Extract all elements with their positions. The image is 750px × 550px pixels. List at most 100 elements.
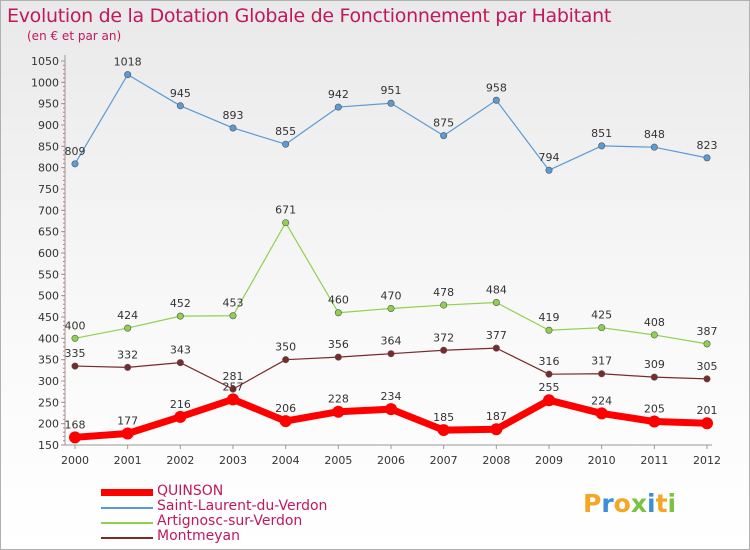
data-point [334,103,342,111]
data-point [176,359,184,367]
data-point [282,219,290,227]
data-point [229,124,237,132]
data-label: 205 [644,403,665,416]
data-label: 187 [486,410,507,423]
data-point [387,304,395,312]
data-label: 332 [117,348,138,361]
data-point [437,424,450,437]
data-point [332,405,345,418]
data-label: 387 [697,325,718,338]
data-point [334,353,342,361]
data-label: 460 [328,294,349,307]
data-label: 206 [275,402,296,415]
data-label: 875 [433,117,454,130]
data-label: 234 [381,390,402,403]
data-label: 356 [328,338,349,351]
data-label: 316 [539,355,560,368]
x-tick-label: 2005 [324,454,352,467]
brand-letter: t [655,489,668,518]
y-tick-label: 250 [38,396,59,409]
y-tick-label: 650 [38,226,59,239]
legend-swatch [101,522,153,524]
legend-label: Artignosc-sur-Verdon [157,513,303,529]
data-label: 794 [539,151,560,164]
brand-letter: r [601,489,614,518]
legend-label: Saint-Laurent-du-Verdon [157,498,328,514]
legend-swatch [101,507,153,509]
brand-letter: o [613,489,631,518]
data-point [598,324,606,332]
data-point [71,160,79,168]
data-point [124,71,132,79]
data-point [387,99,395,107]
data-label: 335 [65,347,86,360]
legend-label: Montmeyan [157,528,240,544]
data-label: 893 [223,109,244,122]
y-tick-label: 150 [38,439,59,452]
x-tick-label: 2012 [693,454,721,467]
legend-swatch [101,489,153,496]
data-point [440,132,448,140]
y-tick-label: 850 [38,140,59,153]
y-tick-label: 500 [38,290,59,303]
data-point [545,370,553,378]
brand-logo: Proxiti [583,489,676,518]
data-point [176,312,184,320]
y-tick-label: 700 [38,204,59,217]
data-label: 848 [644,128,665,141]
data-label: 257 [223,380,244,393]
data-label: 823 [697,139,718,152]
y-tick-label: 450 [38,311,59,324]
data-label: 945 [170,87,191,100]
data-point [282,140,290,148]
data-label: 809 [65,145,86,158]
data-point [71,362,79,370]
data-label: 470 [381,289,402,302]
data-point [69,431,81,444]
data-label: 177 [117,414,138,427]
data-label: 224 [591,394,612,407]
data-point [598,370,606,378]
data-label: 942 [328,88,349,101]
data-label: 201 [697,404,718,417]
data-point [227,393,239,406]
y-tick-label: 800 [38,162,59,175]
data-point [385,403,397,416]
x-tick-label: 2004 [272,454,300,467]
data-point [545,166,553,174]
data-label: 424 [117,309,138,322]
data-point [282,356,290,364]
data-point [703,340,711,348]
data-point [440,301,448,309]
brand-letter: i [647,489,656,518]
data-point [492,344,500,352]
data-point [124,324,132,332]
brand-letter: P [583,489,602,518]
x-tick-label: 2010 [588,454,616,467]
y-tick-label: 600 [38,247,59,260]
data-point [648,415,661,428]
data-label: 478 [433,286,454,299]
data-point [279,415,292,428]
y-tick-label: 900 [38,119,59,132]
data-label: 1018 [114,56,142,69]
legend-label: QUINSON [157,483,224,499]
data-point [595,407,608,420]
y-tick-label: 350 [38,354,59,367]
x-tick-label: 2011 [640,454,668,467]
data-label: 671 [275,204,296,217]
x-tick-label: 2000 [61,454,89,467]
x-tick-label: 2009 [535,454,563,467]
data-label: 350 [275,341,296,354]
y-tick-label: 550 [38,268,59,281]
data-label: 309 [644,358,665,371]
data-label: 377 [486,329,507,342]
data-point [650,373,658,381]
y-tick-label: 1000 [31,76,59,89]
data-point [543,394,555,407]
data-label: 372 [433,331,454,344]
data-label: 228 [328,393,349,406]
data-point [229,312,237,320]
